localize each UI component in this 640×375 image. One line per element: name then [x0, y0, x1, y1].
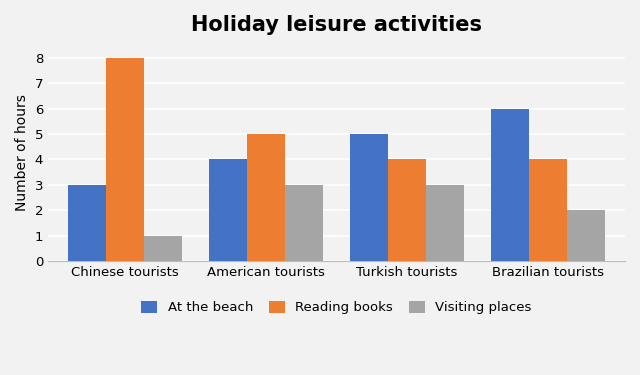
Bar	[247, 134, 285, 261]
Bar	[68, 185, 106, 261]
Bar	[285, 185, 323, 261]
Bar	[106, 58, 145, 261]
Title: Holiday leisure activities: Holiday leisure activities	[191, 15, 482, 35]
Bar	[566, 210, 605, 261]
Y-axis label: Number of hours: Number of hours	[15, 94, 29, 212]
Bar	[209, 159, 247, 261]
Bar	[529, 159, 566, 261]
Legend: At the beach, Reading books, Visiting places: At the beach, Reading books, Visiting pl…	[136, 296, 537, 320]
Bar	[388, 159, 426, 261]
Bar	[145, 236, 182, 261]
Bar	[426, 185, 464, 261]
Bar	[491, 108, 529, 261]
Bar	[350, 134, 388, 261]
